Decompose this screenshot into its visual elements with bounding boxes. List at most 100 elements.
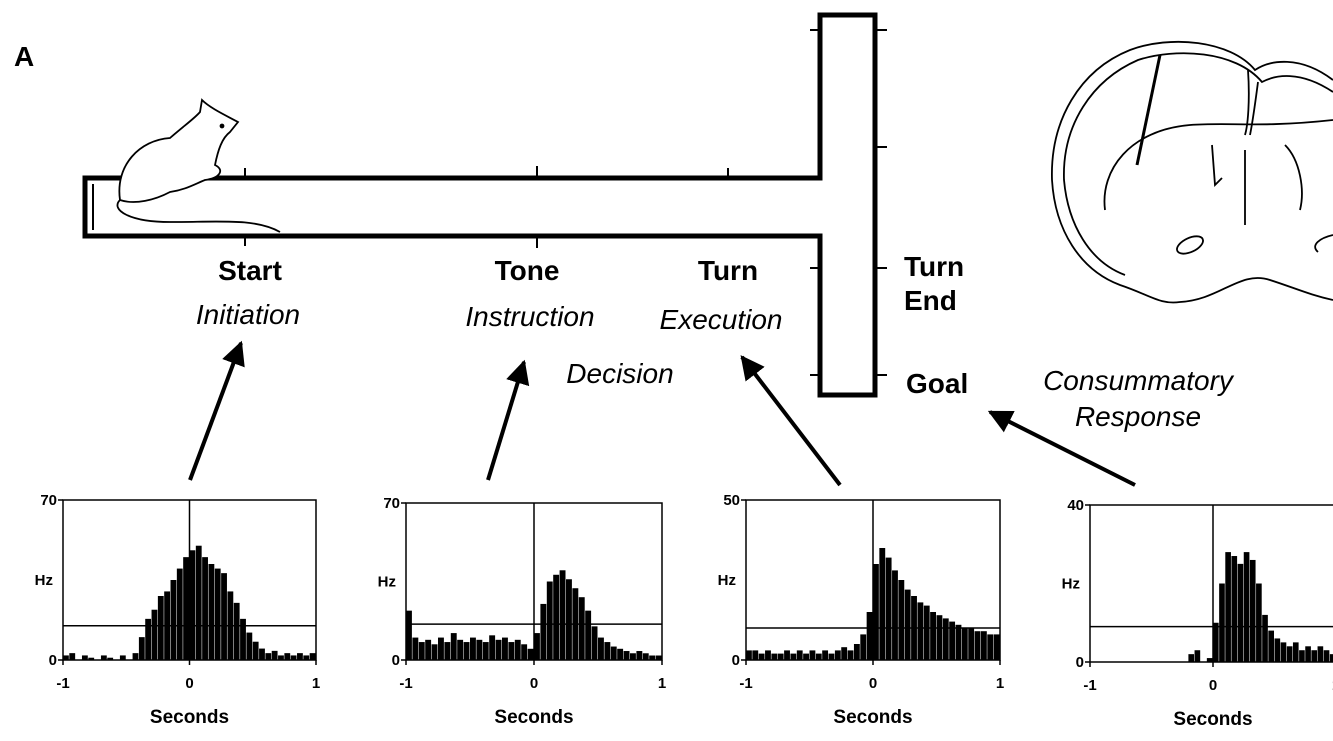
histogram-bar bbox=[457, 639, 464, 660]
histogram-bar bbox=[752, 650, 759, 660]
x-tick-label: 0 bbox=[185, 675, 193, 692]
histogram-bar bbox=[132, 653, 139, 660]
histogram-bar bbox=[1292, 642, 1299, 662]
histogram-bar bbox=[425, 639, 432, 660]
histogram-bar bbox=[145, 618, 152, 660]
histogram-bar bbox=[438, 637, 444, 660]
histogram-bar bbox=[923, 605, 930, 660]
histogram-bar bbox=[1249, 559, 1256, 662]
histogram-bar bbox=[252, 641, 259, 660]
histogram-bar bbox=[598, 637, 604, 660]
y-tick-label: 0 bbox=[1076, 654, 1084, 671]
y-tick-label: 0 bbox=[49, 652, 57, 669]
histogram-bar bbox=[649, 655, 656, 660]
histogram-bar bbox=[784, 650, 790, 660]
histogram-bar bbox=[278, 655, 284, 660]
histogram-bar bbox=[444, 642, 451, 660]
histogram-bar bbox=[809, 650, 816, 660]
maze-label: Tone bbox=[495, 255, 560, 286]
histogram-bar bbox=[1329, 654, 1333, 662]
histogram-bar bbox=[955, 624, 962, 660]
x-axis-label: Seconds bbox=[1173, 709, 1252, 730]
histogram-bar bbox=[259, 648, 265, 660]
histogram-bar bbox=[1274, 638, 1281, 662]
histogram-bar bbox=[1262, 614, 1268, 662]
histogram-bar bbox=[610, 646, 617, 660]
histogram-bar bbox=[949, 621, 956, 660]
y-tick-label: 0 bbox=[392, 652, 400, 669]
histogram-bar bbox=[765, 650, 771, 660]
histogram-bar bbox=[655, 655, 662, 660]
histogram-bar bbox=[221, 573, 227, 660]
maze-label: Instruction bbox=[465, 301, 594, 332]
histogram-bar bbox=[1323, 650, 1330, 662]
maze-label: Turn bbox=[904, 251, 964, 282]
histogram-bar bbox=[1299, 650, 1305, 662]
arrows bbox=[188, 340, 1136, 487]
y-axis-label: Hz bbox=[378, 574, 396, 591]
y-axis-label: Hz bbox=[1062, 576, 1080, 593]
x-tick-label: 0 bbox=[1209, 677, 1217, 694]
y-axis-label: Hz bbox=[718, 572, 736, 589]
histogram-bar bbox=[630, 653, 636, 660]
histogram-bar bbox=[993, 634, 1000, 660]
histogram-bar bbox=[176, 568, 183, 660]
histogram-bar bbox=[974, 631, 981, 660]
histogram-bar bbox=[885, 557, 892, 660]
histogram-bar bbox=[170, 580, 177, 660]
histogram-bar bbox=[309, 653, 316, 660]
brain-section bbox=[1051, 40, 1333, 304]
x-tick-label: 0 bbox=[530, 675, 538, 692]
y-tick-label: 50 bbox=[723, 492, 740, 509]
histogram-bar bbox=[834, 650, 841, 660]
histogram-bar bbox=[514, 639, 521, 660]
histogram-bar bbox=[508, 642, 515, 660]
x-tick-label: 0 bbox=[869, 675, 877, 692]
histogram-bar bbox=[290, 655, 297, 660]
histogram-bar bbox=[1305, 646, 1311, 662]
histogram-bar bbox=[803, 653, 809, 660]
histogram-bar bbox=[208, 564, 215, 660]
histogram-bar bbox=[151, 609, 158, 660]
maze-label: Goal bbox=[906, 368, 968, 399]
histogram-bar bbox=[463, 642, 470, 660]
histogram-bar bbox=[284, 653, 291, 660]
histogram-bar bbox=[636, 651, 643, 660]
histogram-bar bbox=[412, 637, 419, 660]
histogram-bar bbox=[898, 580, 905, 660]
histogram-bar bbox=[866, 612, 873, 660]
histogram-bar bbox=[892, 570, 898, 660]
histogram-bar bbox=[879, 548, 886, 660]
histogram-bar bbox=[246, 632, 253, 660]
histogram-bar bbox=[1213, 622, 1219, 662]
x-tick-label: -1 bbox=[56, 675, 69, 692]
histogram-bar bbox=[88, 657, 95, 660]
histogram-bar bbox=[303, 655, 310, 660]
histogram-bar bbox=[585, 610, 592, 660]
histogram-bar bbox=[771, 653, 778, 660]
histogram-bar bbox=[521, 644, 528, 660]
histogram-bar bbox=[1231, 556, 1238, 662]
y-tick-label: 0 bbox=[732, 652, 740, 669]
histogram-bar bbox=[470, 637, 476, 660]
histogram-bar bbox=[968, 628, 975, 660]
maze-label: Response bbox=[1075, 401, 1201, 432]
histogram-bar bbox=[157, 596, 164, 660]
histogram-bar bbox=[63, 655, 69, 660]
histogram-bar bbox=[873, 564, 879, 660]
histogram-bar bbox=[841, 647, 848, 660]
histogram-bar bbox=[1188, 654, 1195, 662]
histogram-bar bbox=[790, 653, 797, 660]
x-tick-label: 1 bbox=[312, 675, 320, 692]
histogram-bar bbox=[233, 602, 240, 660]
histogram-bar bbox=[904, 589, 911, 660]
histogram-bar bbox=[1243, 552, 1250, 662]
x-axis-label: Seconds bbox=[150, 707, 229, 728]
histogram-bar bbox=[1225, 552, 1231, 662]
histogram-bar bbox=[1286, 646, 1293, 662]
histogram-bar bbox=[1219, 583, 1225, 662]
histogram-bar bbox=[214, 568, 221, 660]
histogram-bar bbox=[604, 642, 611, 660]
histogram-bar bbox=[495, 639, 502, 660]
histogram-bar bbox=[942, 618, 949, 660]
